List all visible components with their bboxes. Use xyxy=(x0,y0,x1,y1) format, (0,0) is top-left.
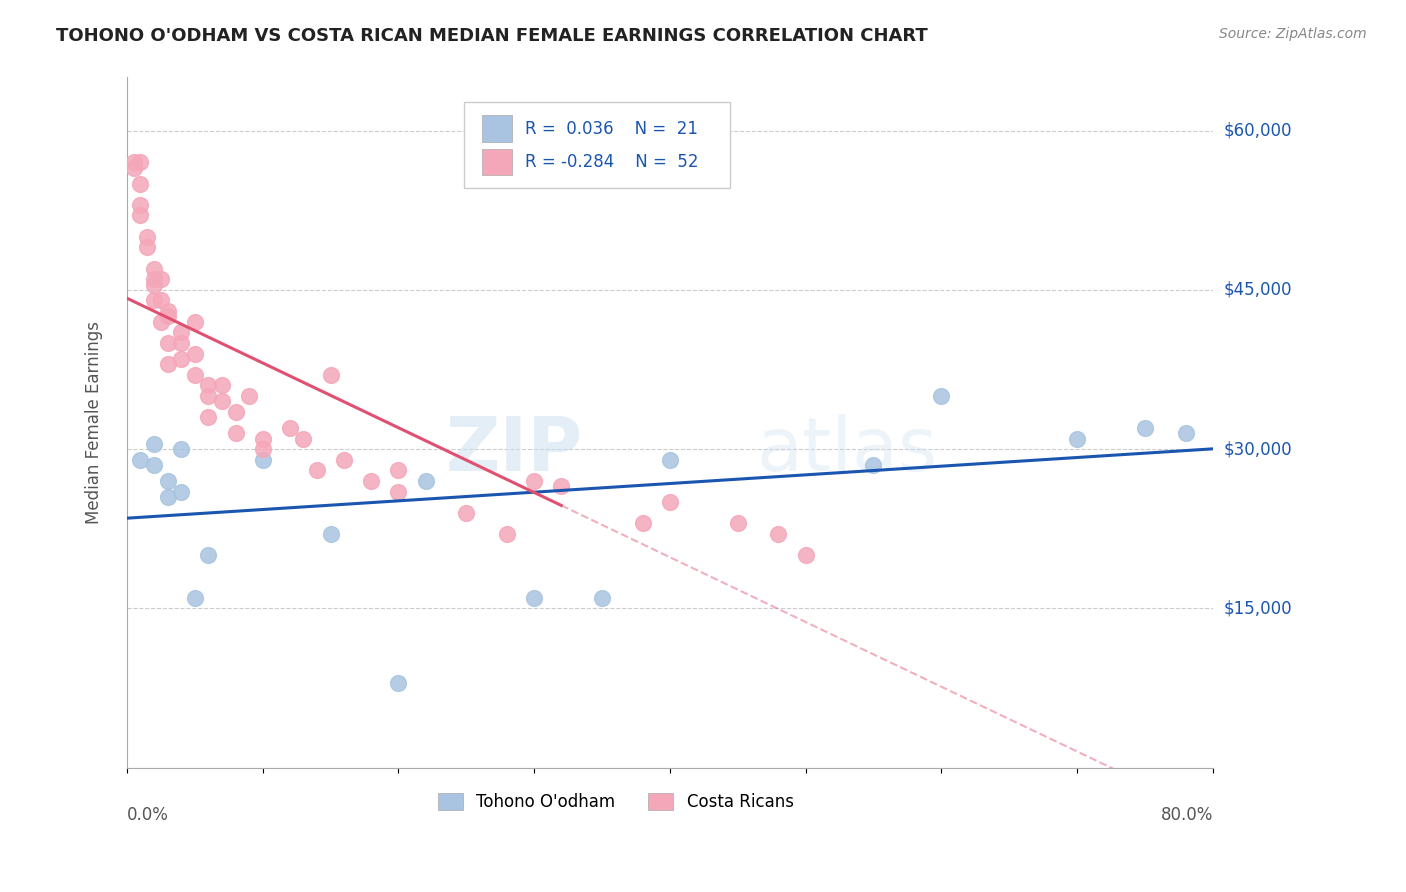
Point xyxy=(143,277,166,292)
Point xyxy=(415,474,437,488)
Point xyxy=(211,378,233,392)
Point xyxy=(1066,432,1088,446)
Point xyxy=(129,209,152,223)
Text: R = -0.284    N =  52: R = -0.284 N = 52 xyxy=(526,153,699,170)
Point xyxy=(197,389,219,403)
Point xyxy=(184,346,207,360)
Point xyxy=(387,675,409,690)
Point xyxy=(156,304,179,318)
Point xyxy=(387,484,409,499)
Point xyxy=(523,474,546,488)
Point xyxy=(278,421,301,435)
Point xyxy=(1174,426,1197,441)
Point xyxy=(387,463,409,477)
Point xyxy=(333,452,356,467)
Legend: Tohono O'odham, Costa Ricans: Tohono O'odham, Costa Ricans xyxy=(430,787,800,818)
Point xyxy=(143,293,166,308)
Point xyxy=(170,442,193,456)
Point xyxy=(658,495,681,509)
Point xyxy=(224,405,246,419)
Point xyxy=(1133,421,1156,435)
Point xyxy=(197,549,219,563)
Point xyxy=(252,432,274,446)
Point xyxy=(156,474,179,488)
FancyBboxPatch shape xyxy=(464,102,730,188)
Text: $15,000: $15,000 xyxy=(1225,599,1292,617)
Point xyxy=(184,591,207,605)
Point xyxy=(211,394,233,409)
Text: R =  0.036    N =  21: R = 0.036 N = 21 xyxy=(526,120,699,137)
Point xyxy=(305,463,328,477)
Point xyxy=(122,155,145,169)
Text: $30,000: $30,000 xyxy=(1225,440,1292,458)
Point xyxy=(197,410,219,425)
Point xyxy=(523,591,546,605)
Point xyxy=(170,484,193,499)
Point xyxy=(496,527,519,541)
Point xyxy=(149,272,172,286)
Point xyxy=(129,155,152,169)
Point xyxy=(136,240,159,254)
Point xyxy=(149,293,172,308)
Point xyxy=(862,458,884,472)
Point xyxy=(224,426,246,441)
Point xyxy=(238,389,260,403)
Point xyxy=(794,549,817,563)
Point xyxy=(319,368,342,382)
Bar xyxy=(482,149,512,175)
Point xyxy=(292,432,315,446)
Point xyxy=(170,326,193,340)
Point xyxy=(184,315,207,329)
Point xyxy=(252,452,274,467)
Point xyxy=(631,516,654,531)
Point xyxy=(252,442,274,456)
Point xyxy=(122,161,145,175)
Text: Source: ZipAtlas.com: Source: ZipAtlas.com xyxy=(1219,27,1367,41)
Text: TOHONO O'ODHAM VS COSTA RICAN MEDIAN FEMALE EARNINGS CORRELATION CHART: TOHONO O'ODHAM VS COSTA RICAN MEDIAN FEM… xyxy=(56,27,928,45)
Text: $60,000: $60,000 xyxy=(1225,121,1292,139)
Text: ZIP: ZIP xyxy=(446,414,583,487)
Point xyxy=(658,452,681,467)
Point xyxy=(591,591,613,605)
Point xyxy=(456,506,478,520)
Point xyxy=(149,315,172,329)
Point xyxy=(360,474,382,488)
Text: atlas: atlas xyxy=(756,414,938,487)
Point xyxy=(768,527,790,541)
Point xyxy=(143,261,166,276)
Point xyxy=(170,335,193,350)
Point xyxy=(129,198,152,212)
Point xyxy=(319,527,342,541)
Bar xyxy=(482,115,512,142)
Text: 0.0%: 0.0% xyxy=(127,805,169,823)
Point xyxy=(156,490,179,504)
Point xyxy=(143,458,166,472)
Point xyxy=(727,516,749,531)
Point xyxy=(197,378,219,392)
Point xyxy=(129,177,152,191)
Point xyxy=(129,452,152,467)
Y-axis label: Median Female Earnings: Median Female Earnings xyxy=(86,321,103,524)
Point xyxy=(156,310,179,324)
Point xyxy=(143,437,166,451)
Text: 80.0%: 80.0% xyxy=(1160,805,1213,823)
Point xyxy=(136,229,159,244)
Point xyxy=(550,479,572,493)
Point xyxy=(184,368,207,382)
Point xyxy=(143,272,166,286)
Point xyxy=(931,389,953,403)
Point xyxy=(156,335,179,350)
Text: $45,000: $45,000 xyxy=(1225,281,1292,299)
Point xyxy=(170,351,193,366)
Point xyxy=(156,357,179,371)
